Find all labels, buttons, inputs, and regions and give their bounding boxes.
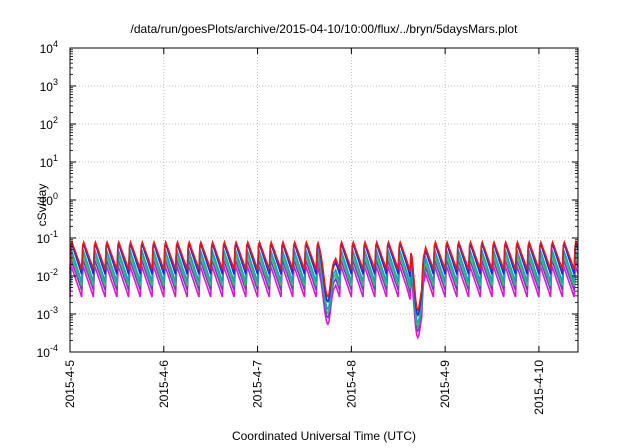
y-tick-label: 10-4	[37, 343, 58, 360]
x-tick-label: 2015-4-9	[438, 360, 452, 408]
chart-grid	[70, 48, 578, 352]
x-tick-label: 2015-4-8	[344, 360, 358, 408]
y-tick-label: 102	[40, 115, 58, 132]
y-axis-label: cSv/day	[35, 183, 49, 227]
y-tick-label: 104	[40, 39, 58, 56]
x-axis-label: Coordinated Universal Time (UTC)	[231, 429, 417, 443]
chart-series-group	[69, 239, 579, 340]
x-tick-label: 2015-4-5	[63, 360, 77, 408]
y-tick-label: 10-3	[37, 305, 58, 322]
y-tick-label: 103	[40, 77, 58, 94]
chart-title: /data/run/goesPlots/archive/2015-04-10/1…	[130, 22, 518, 36]
x-tick-label: 2015-4-6	[157, 360, 171, 408]
y-tick-label: 10-2	[37, 267, 58, 284]
series-line	[69, 239, 579, 312]
x-tick-label: 2015-4-10	[532, 360, 546, 415]
y-tick-label: 101	[40, 153, 58, 170]
x-tick-label: 2015-4-7	[251, 360, 265, 408]
x-axis: 2015-4-5 2015-4-6 2015-4-7 2015-4-8 2015-4-9…	[63, 48, 546, 415]
